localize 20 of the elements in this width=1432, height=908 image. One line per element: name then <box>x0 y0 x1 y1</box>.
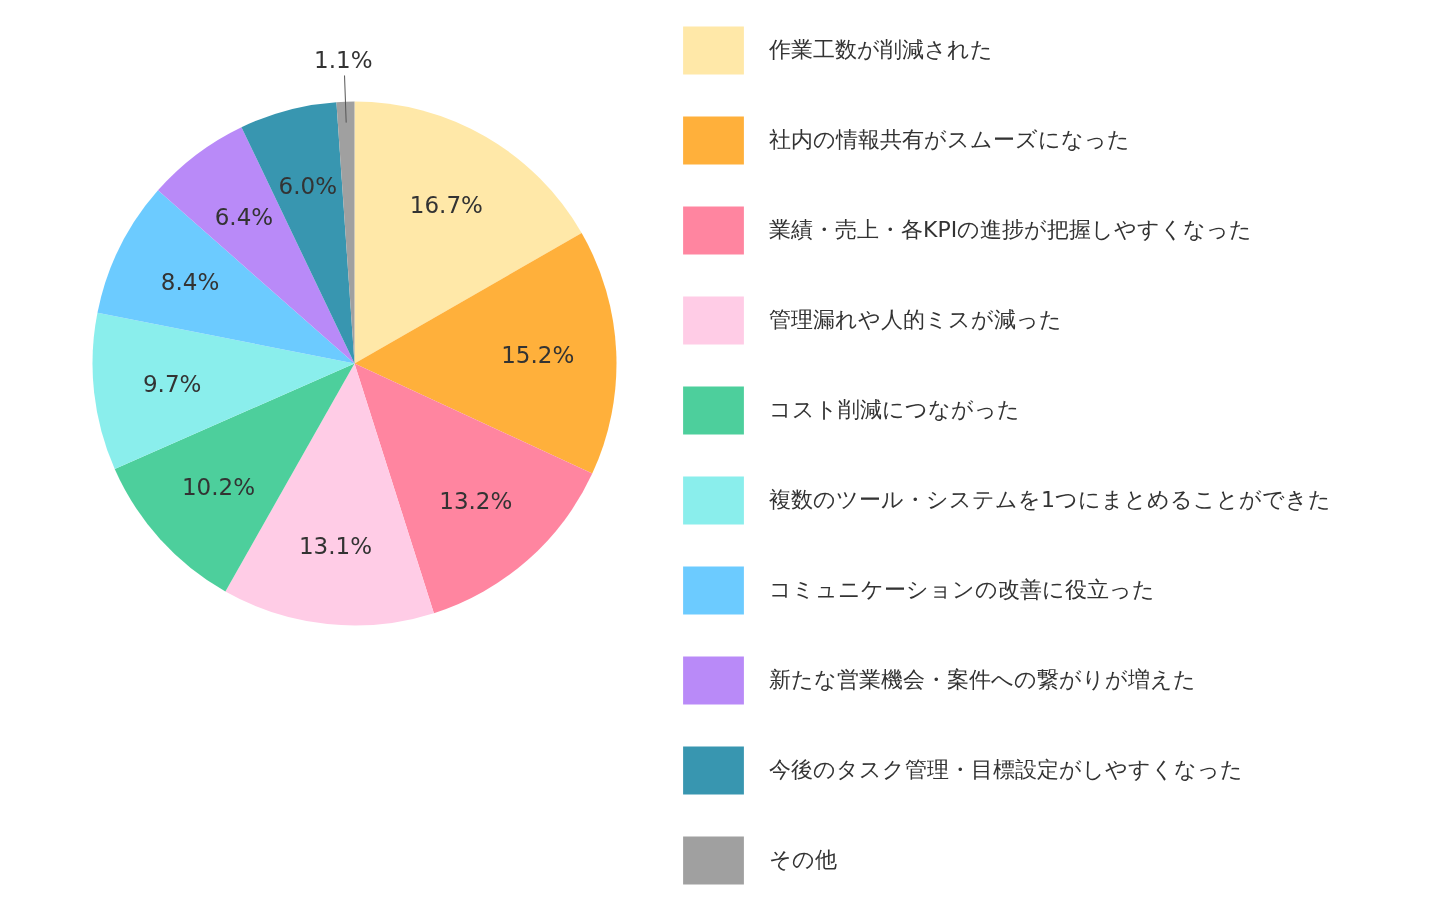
legend-label: 今後のタスク管理・目標設定がしやすくなった <box>769 756 1243 784</box>
data-label: 10.2% <box>181 473 256 500</box>
data-label: 6.0% <box>278 173 337 200</box>
legend-label: コスト削減につながった <box>769 396 1020 424</box>
data-label: 1.1% <box>314 46 373 73</box>
data-label: 9.7% <box>142 370 202 397</box>
legend-label: 業績・売上・各KPIの進捗が把握しやすくなった <box>769 216 1253 244</box>
data-label: 13.1% <box>298 532 373 559</box>
legend-label: 作業工数が削減された <box>769 36 993 64</box>
data-label: 15.2% <box>501 342 575 369</box>
legend-label: 新たな営業機会・案件への繋がりが増えた <box>769 666 1196 694</box>
data-label: 8.4% <box>160 269 220 296</box>
legend-label: その他 <box>769 846 837 874</box>
data-label: 6.4% <box>214 204 274 231</box>
legend-label: 社内の情報共有がスムーズになった <box>769 126 1130 154</box>
legend-label: 複数のツール・システムを1つにまとめることができた <box>769 486 1331 514</box>
data-label: 13.2% <box>439 488 513 515</box>
data-label: 16.7% <box>409 191 483 218</box>
legend-label: コミュニケーションの改善に役立った <box>769 576 1155 604</box>
legend-label: 管理漏れや人的ミスが減った <box>769 306 1062 334</box>
